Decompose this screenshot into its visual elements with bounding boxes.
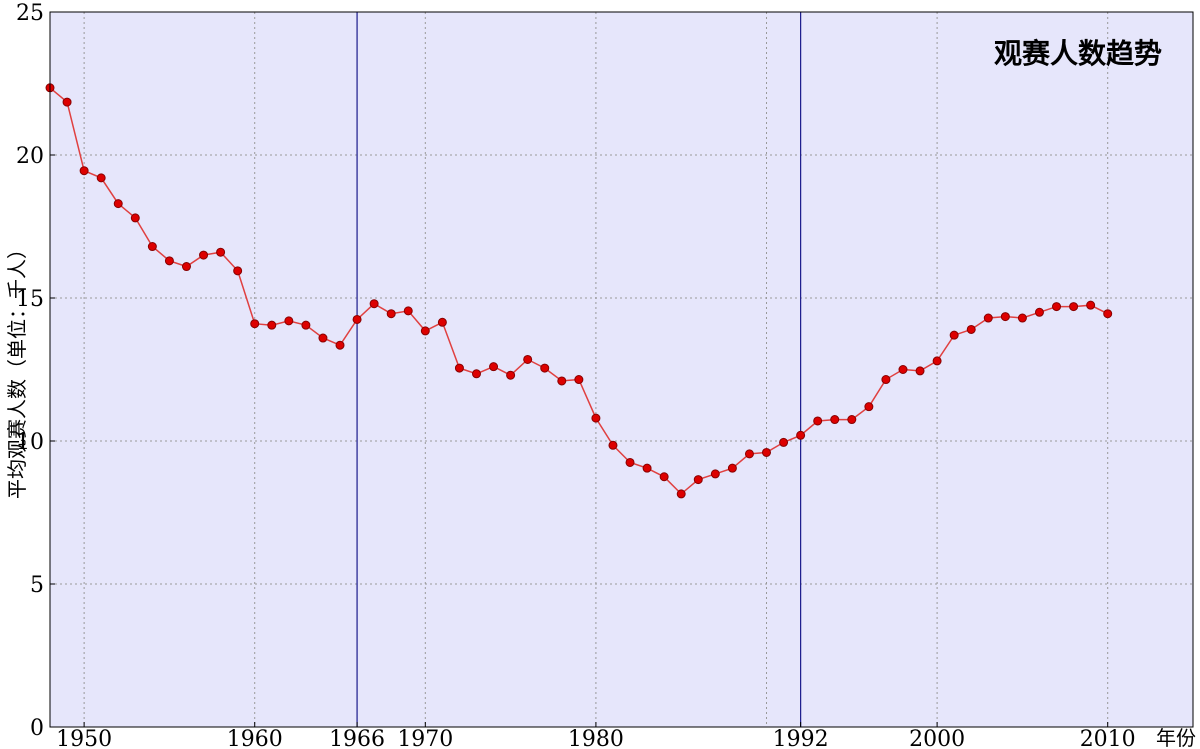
data-point — [608, 440, 618, 450]
x-tick-label: 2000 — [909, 727, 965, 749]
x-tick-label: 1960 — [227, 727, 283, 749]
x-tick-label: 1980 — [568, 727, 624, 749]
data-point — [813, 416, 823, 426]
data-point — [113, 199, 123, 209]
data-point — [181, 262, 191, 272]
plot-frame — [49, 11, 1194, 728]
data-point — [233, 266, 243, 276]
y-tick-label: 20 — [16, 144, 44, 169]
data-point — [523, 354, 533, 364]
data-point — [267, 320, 277, 330]
data-point — [403, 306, 413, 316]
data-point — [864, 402, 874, 412]
data-point — [471, 369, 481, 379]
data-point — [420, 326, 430, 336]
data-point — [1052, 302, 1062, 312]
data-point — [335, 340, 345, 350]
x-tick-label: 2010 — [1080, 727, 1136, 749]
data-point — [727, 463, 737, 473]
data-point — [369, 299, 379, 309]
y-tick-label: 15 — [16, 287, 44, 312]
x-tick-layer: 1950 1960 1966 1970 1980 1992 2000 2010 — [56, 722, 1136, 749]
data-point — [164, 256, 174, 266]
data-point — [591, 413, 601, 423]
x-axis-label: 年份 — [1156, 726, 1196, 749]
data-point — [216, 247, 226, 257]
data-point — [147, 242, 157, 252]
y-tick-label: 25 — [16, 1, 44, 26]
data-point — [62, 97, 72, 107]
data-point — [779, 437, 789, 447]
data-point — [318, 333, 328, 343]
data-point — [659, 472, 669, 482]
data-point — [710, 469, 720, 479]
data-point — [625, 457, 635, 467]
data-point — [250, 319, 260, 329]
data-point — [386, 309, 396, 319]
y-tick-layer: 0 5 10 15 20 25 — [16, 1, 55, 741]
data-point — [574, 375, 584, 385]
grid-layer — [50, 12, 1193, 727]
data-point — [915, 366, 925, 376]
data-point — [130, 213, 140, 223]
x-tick-label: 1966 — [329, 727, 385, 749]
vertical-marker-layer — [356, 12, 802, 727]
data-point — [437, 317, 447, 327]
data-point — [284, 316, 294, 326]
data-point — [540, 363, 550, 373]
chart-title: 观赛人数趋势 — [994, 37, 1162, 70]
data-point — [949, 330, 959, 340]
y-axis-label: 平均观赛人数（单位：千人） — [5, 239, 29, 499]
data-point — [557, 376, 567, 386]
data-point — [932, 356, 942, 366]
data-point — [301, 320, 311, 330]
data-point — [881, 375, 891, 385]
data-point — [489, 362, 499, 372]
data-point — [79, 166, 89, 176]
data-point — [352, 314, 362, 324]
data-point — [796, 430, 806, 440]
data-point — [1069, 302, 1079, 312]
y-tick-label: 0 — [30, 716, 44, 741]
data-point — [1000, 312, 1010, 322]
data-point — [983, 313, 993, 323]
data-point — [199, 250, 209, 260]
plot-background — [50, 12, 1193, 727]
data-point — [454, 363, 464, 373]
data-point — [847, 415, 857, 425]
data-point — [642, 463, 652, 473]
data-point — [898, 365, 908, 374]
data-point-layer — [45, 83, 1113, 499]
data-point — [1034, 307, 1044, 317]
data-point — [830, 415, 840, 425]
y-tick-label: 10 — [16, 430, 44, 455]
data-point — [966, 324, 976, 334]
data-point — [1086, 300, 1096, 310]
x-tick-label: 1992 — [773, 727, 829, 749]
data-point — [96, 173, 106, 183]
data-point — [693, 475, 703, 485]
data-point — [506, 370, 516, 380]
x-tick-label: 1950 — [56, 727, 112, 749]
data-point — [744, 449, 754, 459]
data-point — [676, 489, 686, 499]
data-point — [1017, 313, 1027, 323]
x-tick-label: 1970 — [397, 727, 453, 749]
data-point — [762, 447, 772, 457]
data-point — [1103, 309, 1113, 319]
y-tick-label: 5 — [30, 573, 44, 598]
